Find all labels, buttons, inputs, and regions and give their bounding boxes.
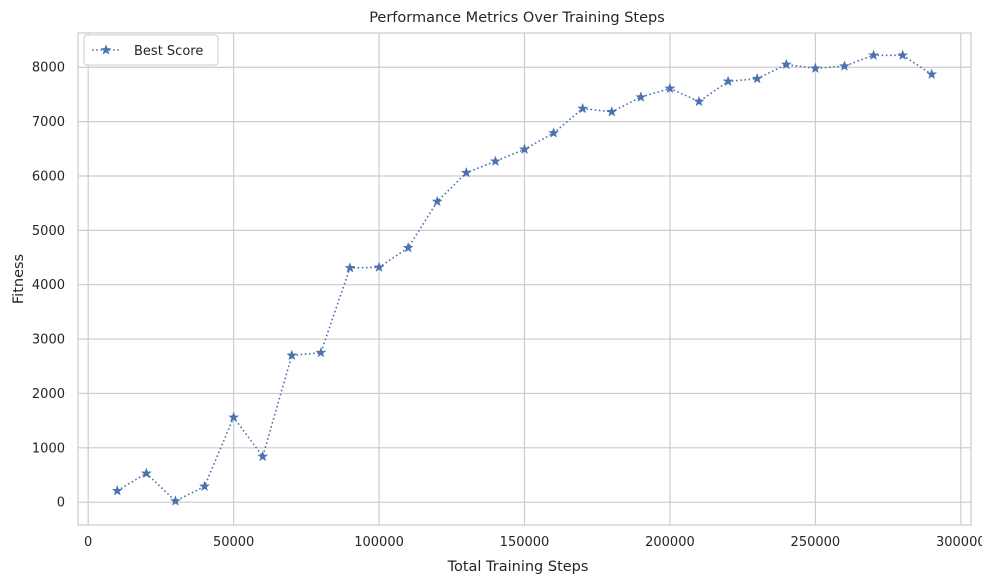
data-point-marker bbox=[402, 242, 414, 253]
data-point-marker bbox=[170, 495, 181, 506]
legend-star-marker bbox=[100, 44, 112, 55]
data-point-marker bbox=[344, 262, 356, 273]
data-point-marker bbox=[548, 127, 559, 138]
data-point-marker bbox=[722, 75, 734, 86]
data-point-marker bbox=[751, 73, 763, 84]
y-tick-label: 5000 bbox=[32, 224, 65, 239]
data-point-marker bbox=[228, 411, 240, 422]
legend-label: Best Score bbox=[134, 44, 203, 59]
y-tick-label: 4000 bbox=[32, 278, 65, 293]
data-point-marker bbox=[519, 143, 530, 154]
data-point-marker bbox=[490, 155, 501, 166]
data-point-marker bbox=[373, 261, 385, 272]
data-point-marker bbox=[140, 467, 152, 478]
data-point-marker bbox=[257, 450, 269, 462]
x-tick-label: 250000 bbox=[791, 535, 841, 550]
x-axis-label: Total Training Steps bbox=[447, 559, 589, 575]
data-point-marker bbox=[199, 480, 210, 491]
grid bbox=[78, 33, 971, 525]
chart-title: Performance Metrics Over Training Steps bbox=[369, 10, 665, 26]
x-tick-label: 0 bbox=[84, 535, 92, 550]
y-tick-label: 7000 bbox=[32, 115, 65, 130]
x-tick-label: 150000 bbox=[500, 535, 550, 550]
data-point-marker bbox=[664, 82, 676, 94]
data-point-marker bbox=[460, 167, 472, 178]
data-point-marker bbox=[606, 106, 618, 117]
data-point-marker bbox=[577, 102, 589, 114]
x-tick-label: 200000 bbox=[645, 535, 695, 550]
data-point-marker bbox=[111, 485, 123, 496]
y-axis-label: Fitness bbox=[11, 254, 27, 304]
legend-star bbox=[100, 44, 112, 55]
y-tick-label: 3000 bbox=[32, 333, 65, 348]
legend-box bbox=[83, 34, 219, 66]
y-tick-label: 8000 bbox=[32, 61, 65, 76]
x-tick-label: 300000 bbox=[936, 535, 982, 550]
data-point-marker bbox=[809, 62, 821, 73]
data-point-marker bbox=[286, 349, 298, 360]
y-tick-label: 1000 bbox=[32, 441, 65, 456]
x-tick-label: 100000 bbox=[354, 535, 404, 550]
legend: Best Score bbox=[83, 34, 219, 66]
data-point-marker bbox=[868, 49, 879, 60]
data-point-marker bbox=[693, 95, 705, 107]
y-ticks: 0 1000 2000 3000 4000 5000 6000 7000 8000 bbox=[32, 61, 65, 511]
data-point-marker bbox=[897, 49, 909, 60]
y-tick-label: 6000 bbox=[32, 169, 65, 184]
y-tick-label: 0 bbox=[57, 496, 65, 511]
data-point-marker bbox=[315, 346, 327, 358]
data-point-marker bbox=[431, 195, 443, 207]
data-point-marker bbox=[635, 91, 647, 102]
data-point-marker bbox=[839, 60, 850, 71]
data-point-marker bbox=[780, 58, 792, 70]
plot-frame bbox=[77, 32, 972, 526]
y-tick-label: 2000 bbox=[32, 387, 65, 402]
x-ticks: 0 50000 100000 150000 200000 250000 300000 bbox=[84, 535, 982, 550]
data-point-marker bbox=[926, 68, 938, 79]
x-tick-label: 50000 bbox=[213, 535, 254, 550]
series-layer bbox=[111, 49, 938, 506]
